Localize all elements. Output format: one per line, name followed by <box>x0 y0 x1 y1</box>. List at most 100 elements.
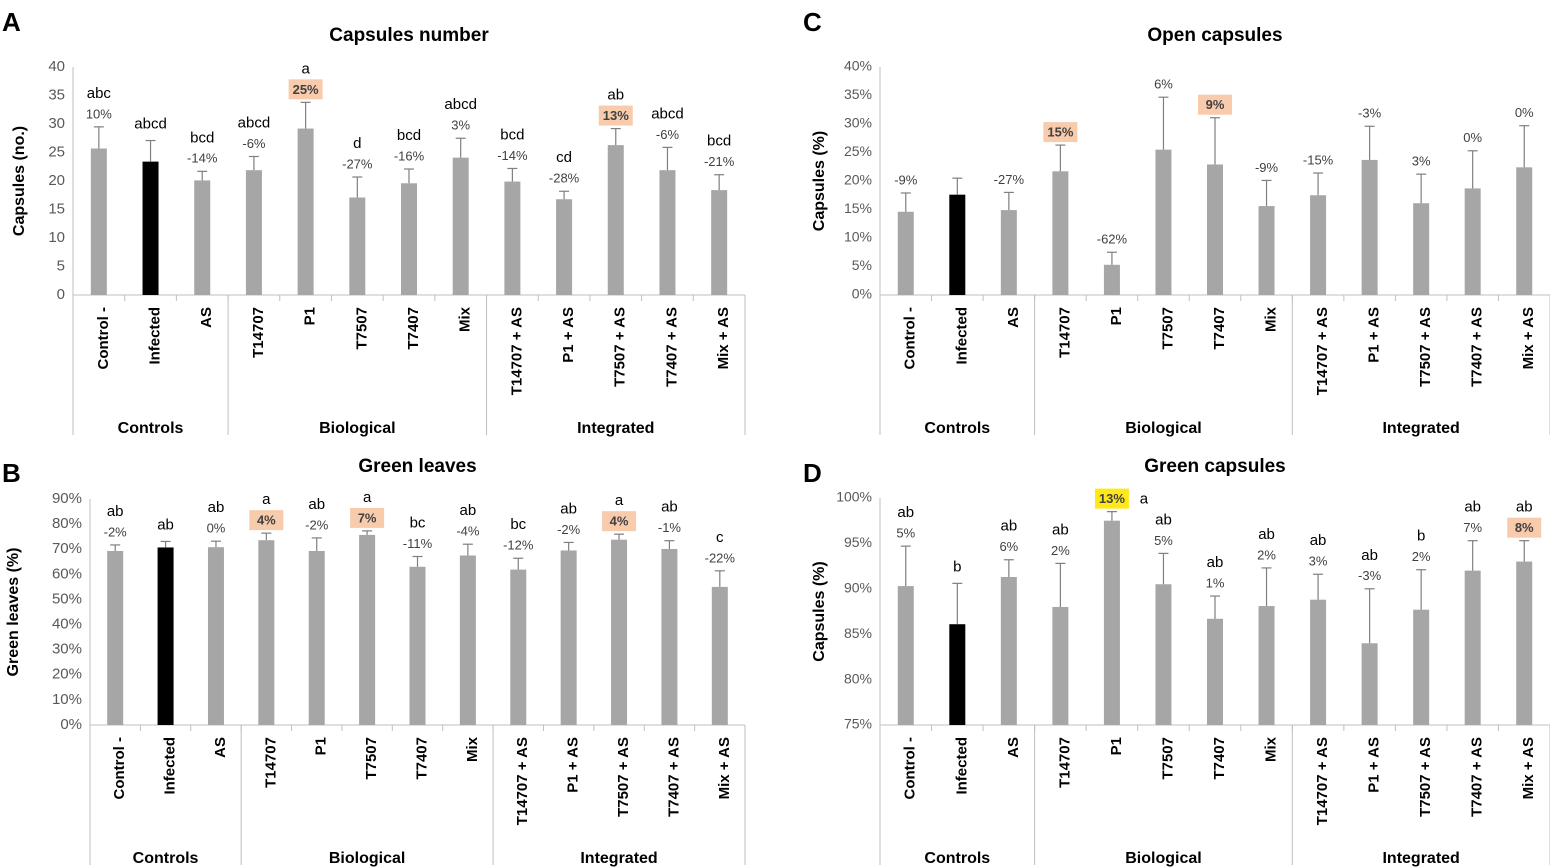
category-label: Mix <box>1263 306 1280 332</box>
group-label: Controls <box>118 420 184 437</box>
category-label: T14707 + AS <box>508 307 525 395</box>
significance-letter: abcd <box>444 96 477 113</box>
significance-letter: bcd <box>190 129 214 146</box>
bar <box>510 569 527 725</box>
bar <box>1464 570 1481 725</box>
y-tick-label: 10% <box>844 229 872 245</box>
percent-label: -14% <box>187 151 218 166</box>
category-label: T14707 <box>250 307 267 358</box>
category-label: T7507 <box>353 307 370 350</box>
y-tick-label: 25 <box>48 143 65 160</box>
significance-letter: ab <box>661 499 678 516</box>
category-label: Mix + AS <box>1520 737 1537 799</box>
bar <box>459 555 476 725</box>
bar <box>1516 561 1533 725</box>
category-label: P1 <box>313 737 330 755</box>
significance-letter: ab <box>1207 554 1224 571</box>
y-tick-label: 0% <box>852 286 872 302</box>
significance-letter: bc <box>510 516 526 533</box>
category-label: AS <box>1005 307 1022 328</box>
bar <box>107 550 124 725</box>
category-label: AS <box>1005 737 1022 758</box>
percent-label: -6% <box>242 136 266 151</box>
percent-label: -15% <box>1303 152 1334 167</box>
category-label: T14707 + AS <box>1314 737 1331 825</box>
percent-label: -27% <box>342 156 373 171</box>
y-tick-label: 30% <box>844 115 872 131</box>
category-label: T7507 <box>1159 737 1176 780</box>
percent-label: -4% <box>456 524 480 539</box>
category-label: Infected <box>162 737 179 795</box>
highlight-box <box>350 507 385 528</box>
bar <box>897 586 914 725</box>
percent-label: 0% <box>1463 130 1482 145</box>
percent-label: -21% <box>704 154 735 169</box>
bar <box>711 190 728 295</box>
bar <box>409 566 426 725</box>
percent-label: 5% <box>1154 533 1173 548</box>
significance-letter: ab <box>607 87 624 104</box>
percent-label: 13% <box>1099 491 1125 506</box>
bar <box>1052 171 1069 295</box>
percent-label: -14% <box>497 148 528 163</box>
bar <box>207 547 224 725</box>
bar <box>401 183 417 295</box>
bar <box>90 148 107 295</box>
significance-letter: a <box>262 491 271 508</box>
percent-label: -1% <box>658 520 682 535</box>
panel-letter: C <box>803 7 822 37</box>
highlight-box <box>602 511 637 532</box>
significance-letter: ab <box>308 496 325 513</box>
significance-letter: b <box>1417 528 1425 545</box>
category-label: T14707 <box>1056 737 1073 788</box>
bar <box>308 550 325 725</box>
bar <box>560 550 577 725</box>
highlight-box <box>1094 488 1129 509</box>
category-label: Control - <box>902 307 919 369</box>
category-label: T14707 <box>262 737 279 788</box>
bar <box>258 540 275 725</box>
highlight-box <box>598 105 633 126</box>
category-label: P1 + AS <box>1366 737 1383 793</box>
y-tick-label: 10 <box>48 229 65 246</box>
y-tick-label: 20 <box>48 172 65 189</box>
group-label: Integrated <box>580 850 657 867</box>
significance-letter: bcd <box>500 126 524 143</box>
bar <box>659 170 676 295</box>
significance-letter: ab <box>897 504 914 521</box>
category-label: Mix <box>1263 736 1280 762</box>
percent-label: -22% <box>705 550 736 565</box>
y-axis-label: Capsules (%) <box>811 561 828 661</box>
significance-letter: a <box>301 60 310 77</box>
bar <box>1258 606 1275 725</box>
y-tick-label: 50% <box>52 590 82 607</box>
category-label: T7407 <box>405 307 422 350</box>
bar <box>452 157 469 295</box>
significance-letter: c <box>716 529 724 546</box>
category-label: P1 <box>1108 737 1125 755</box>
percent-label: -2% <box>104 524 128 539</box>
significance-letter: cd <box>556 149 572 166</box>
bar <box>157 547 174 725</box>
y-tick-label: 15% <box>844 200 872 216</box>
y-tick-label: 80% <box>844 670 872 686</box>
y-tick-label: 100% <box>836 489 872 505</box>
panel-letter: A <box>2 7 21 37</box>
category-label: Mix <box>457 306 474 332</box>
group-label: Biological <box>1125 850 1201 867</box>
category-label: P1 + AS <box>1366 307 1383 363</box>
percent-label: 2% <box>1257 547 1276 562</box>
category-label: P1 <box>302 307 319 325</box>
y-tick-label: 25% <box>844 143 872 159</box>
bar <box>556 199 573 295</box>
category-label: T14707 + AS <box>1314 307 1331 395</box>
y-tick-label: 20% <box>844 172 872 188</box>
significance-letter: abcd <box>238 114 271 131</box>
significance-letter: ab <box>107 503 124 520</box>
highlight-box <box>1043 122 1078 143</box>
y-tick-label: 40 <box>48 58 65 75</box>
percent-label: -2% <box>557 522 581 537</box>
y-tick-label: 75% <box>844 716 872 732</box>
chart-title: Green leaves <box>358 456 476 477</box>
y-tick-label: 20% <box>52 666 82 683</box>
